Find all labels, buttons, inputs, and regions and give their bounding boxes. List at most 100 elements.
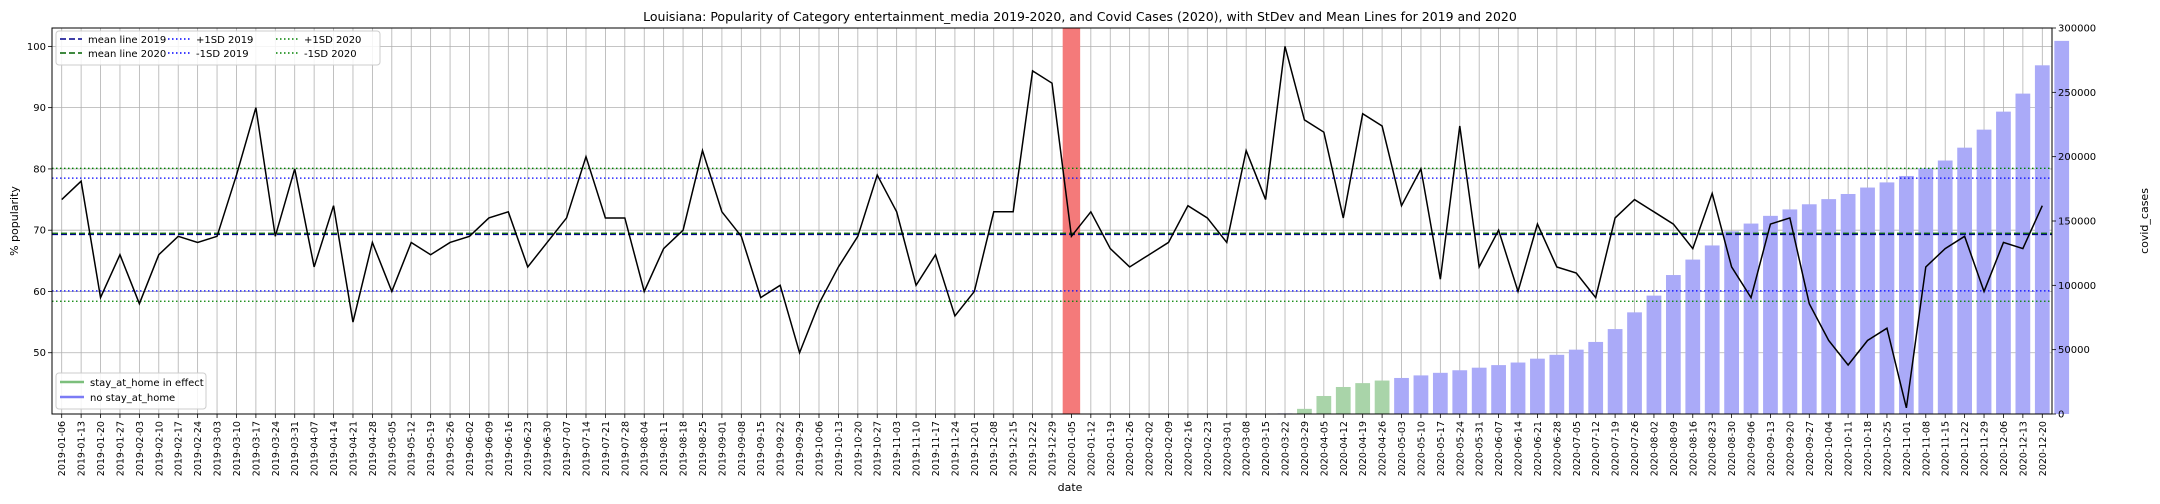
covid-bar xyxy=(1549,354,1565,414)
covid-bar xyxy=(1763,215,1778,414)
x-tick-label: 2020-04-05 xyxy=(1319,421,1330,476)
x-tick-label: 2020-01-12 xyxy=(1086,421,1097,476)
covid-bar xyxy=(2015,93,2031,415)
covid-bar xyxy=(1432,372,1448,414)
x-tick-label: 2019-09-22 xyxy=(776,421,787,476)
x-tick-label: 2020-05-31 xyxy=(1475,421,1486,476)
covid-bar xyxy=(1530,358,1545,414)
x-tick-label: 2020-02-16 xyxy=(1183,421,1194,476)
x-tick-label: 2020-06-14 xyxy=(1514,421,1525,476)
x-tick-label: 2019-01-13 xyxy=(77,421,88,476)
covid-bar xyxy=(1607,329,1623,414)
covid-bar xyxy=(1860,187,1875,414)
x-tick-label: 2019-10-20 xyxy=(853,421,864,476)
x-tick-label: 2020-10-25 xyxy=(1882,421,1893,476)
y2-tick-label: 0 xyxy=(2058,410,2064,421)
x-tick-label: 2019-07-28 xyxy=(620,421,631,476)
y2-tick-label: 150000 xyxy=(2058,217,2096,228)
covid-bar xyxy=(1782,209,1798,414)
x-tick-label: 2019-07-07 xyxy=(562,421,573,476)
x-tick-label: 2020-01-05 xyxy=(1067,421,1078,476)
chart-title: Louisiana: Popularity of Category entert… xyxy=(643,9,1517,24)
x-tick-label: 2019-02-24 xyxy=(193,421,204,476)
x-tick-label: 2020-09-06 xyxy=(1747,421,1758,476)
x-tick-label: 2020-02-09 xyxy=(1164,421,1175,476)
covid-bar-stay-at-home xyxy=(1355,383,1371,414)
x-tick-label: 2020-03-01 xyxy=(1222,421,1233,476)
x-tick-label: 2019-11-10 xyxy=(912,421,923,476)
x-tick-label: 2019-09-15 xyxy=(756,421,767,476)
x-tick-label: 2019-03-17 xyxy=(251,421,262,476)
x-tick-label: 2019-05-05 xyxy=(387,421,398,476)
x-tick-label: 2020-09-20 xyxy=(1785,421,1796,476)
y-tick-label: 90 xyxy=(33,103,46,114)
x-tick-label: 2019-10-06 xyxy=(814,421,825,476)
covid-bar xyxy=(1413,375,1429,414)
x-tick-label: 2019-12-01 xyxy=(970,421,981,476)
legend-label: -1SD 2020 xyxy=(304,49,357,60)
x-tick-label: 2020-06-28 xyxy=(1552,421,1563,476)
legend-label: +1SD 2020 xyxy=(304,35,361,46)
covid-bar xyxy=(1627,312,1642,414)
x-tick-label: 2020-04-19 xyxy=(1358,421,1369,476)
y-tick-label: 70 xyxy=(33,226,46,237)
covid-bar-stay-at-home xyxy=(1297,408,1312,414)
covid-bar xyxy=(2034,65,2050,415)
x-tick-label: 2020-08-16 xyxy=(1688,421,1699,476)
x-tick-label: 2020-09-13 xyxy=(1766,421,1777,476)
covid-bar xyxy=(1996,111,2011,414)
y2-axis-label: covid_cases xyxy=(2138,188,2151,254)
x-tick-label: 2020-08-02 xyxy=(1649,421,1660,476)
x-tick-label: 2019-02-10 xyxy=(154,421,165,476)
x-tick-label: 2019-09-08 xyxy=(737,421,748,476)
covid-bar xyxy=(1879,182,1895,414)
covid-bar xyxy=(1452,370,1468,414)
x-tick-label: 2019-02-17 xyxy=(174,421,185,476)
x-tick-label: 2020-07-05 xyxy=(1572,421,1583,476)
x-tick-label: 2019-10-13 xyxy=(834,421,845,476)
x-tick-label: 2020-05-10 xyxy=(1416,421,1427,476)
x-tick-label: 2020-12-13 xyxy=(2018,421,2029,476)
y-tick-label: 50 xyxy=(33,348,46,359)
x-tick-label: 2020-02-23 xyxy=(1203,421,1214,476)
y-tick-label: 100 xyxy=(27,42,46,53)
x-tick-label: 2019-11-03 xyxy=(892,421,903,476)
right-axis: 0 50000 100000 150000 200000 250000 300000 xyxy=(2052,24,2096,421)
covid-bar xyxy=(1588,341,1604,414)
x-tick-label: 2019-01-27 xyxy=(115,421,126,476)
x-tick-label: 2020-11-01 xyxy=(1902,421,1913,476)
x-tick-label: 2020-10-18 xyxy=(1863,421,1874,476)
x-tick-label: 2019-03-31 xyxy=(290,421,301,476)
x-tick-label: 2019-11-17 xyxy=(931,421,942,476)
legend-box xyxy=(55,372,207,410)
x-tick-label: 2019-06-30 xyxy=(543,421,554,476)
x-tick-label: 2019-08-11 xyxy=(659,421,670,476)
legend-label: mean line 2020 xyxy=(88,49,166,60)
x-tick-label: 2019-10-27 xyxy=(873,421,884,476)
covid-bar xyxy=(1394,377,1409,414)
y-tick-label: 60 xyxy=(33,287,46,298)
y-axis-label: % popularity xyxy=(8,186,21,256)
x-tick-label: 2019-06-09 xyxy=(484,421,495,476)
x-tick-label: 2020-05-24 xyxy=(1455,421,1466,476)
x-tick-label: 2020-11-08 xyxy=(1921,421,1932,476)
x-tick-label: 2020-11-22 xyxy=(1960,421,1971,476)
popularity-line-layer xyxy=(61,46,2043,409)
covid-bar xyxy=(1801,204,1817,414)
grid-layer xyxy=(52,28,2052,414)
x-tick-label: 2019-05-26 xyxy=(446,421,457,476)
covid-bar xyxy=(1898,175,1914,414)
left-axis: 50 60 70 80 90 100 xyxy=(27,42,52,359)
x-tick-label: 2019-01-20 xyxy=(96,421,107,476)
y-tick-label: 80 xyxy=(33,164,46,175)
covid-bar xyxy=(1957,147,1972,414)
covid-bar xyxy=(1568,349,1584,414)
covid-bar xyxy=(2054,40,2070,414)
covid-bar xyxy=(1646,295,1662,414)
legend-label: +1SD 2019 xyxy=(196,35,253,46)
covid-bar-stay-at-home xyxy=(1335,386,1351,414)
covid-bar xyxy=(1976,129,1992,414)
x-tick-label: 2020-01-26 xyxy=(1125,421,1136,476)
x-tick-label: 2019-03-03 xyxy=(213,421,224,476)
legend-label: mean line 2019 xyxy=(88,35,166,46)
